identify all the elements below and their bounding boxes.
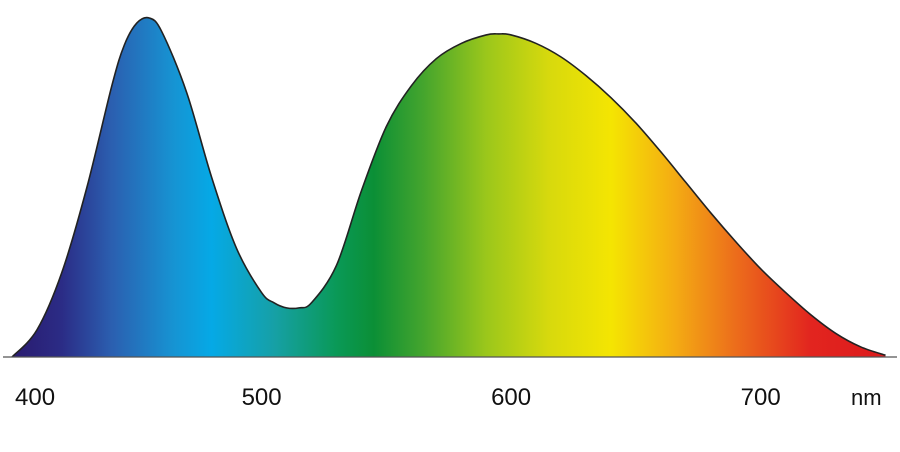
spectrum-outline [11,16,886,358]
x-tick-label-700: 700 [741,384,781,411]
plot-area [3,16,897,358]
x-tick-label-600: 600 [491,384,531,411]
x-tick-label-400: 400 [15,384,55,411]
x-tick-label-500: 500 [242,384,282,411]
x-axis-unit-label: nm [851,385,882,410]
spectrum-area [11,17,886,357]
x-axis-ticks: 400 500 600 700 [15,384,781,411]
